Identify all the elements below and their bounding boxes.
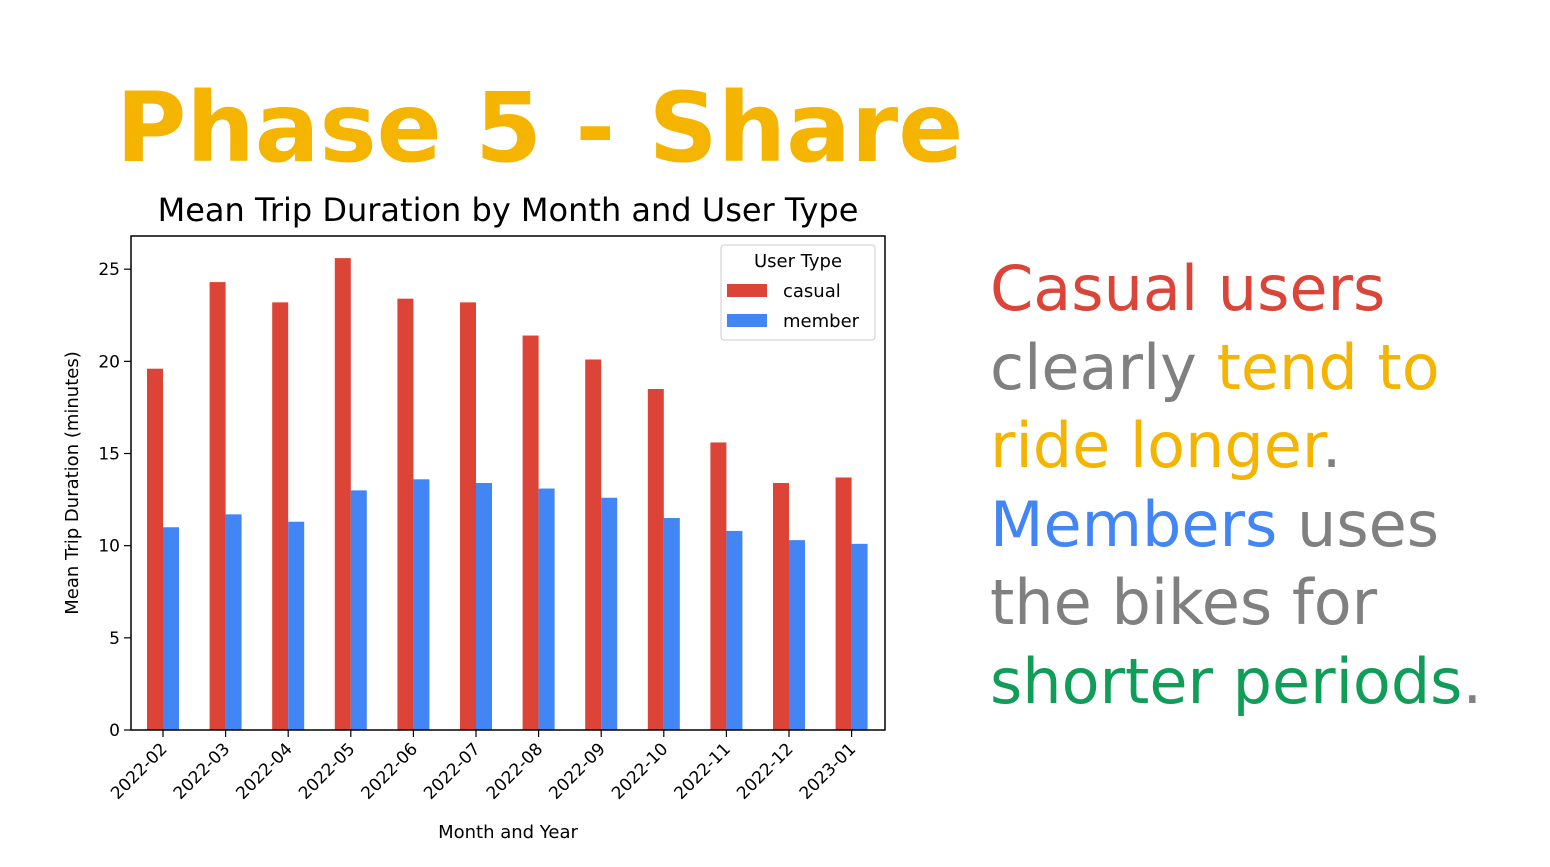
y-tick-label: 5 (109, 629, 120, 649)
x-tick-label: 2022-03 (170, 739, 234, 803)
x-tick-label: 2022-11 (671, 739, 735, 803)
legend-title: User Type (754, 251, 842, 272)
y-tick-label: 15 (98, 445, 120, 465)
bar-member-2022-10 (663, 518, 680, 730)
chart-title: Mean Trip Duration by Month and User Typ… (158, 191, 859, 229)
bar-casual-2022-09 (585, 359, 602, 730)
bar-casual-2022-10 (647, 388, 664, 730)
slide-title: Phase 5 - Share (116, 72, 964, 184)
bar-chart: Mean Trip Duration by Month and User Typ… (62, 191, 886, 843)
x-tick-label: 2022-12 (733, 739, 797, 803)
summary-segment: tend to ride longer (990, 330, 1440, 483)
x-tick-label: 2022-04 (232, 739, 296, 803)
bar-casual-2022-12 (773, 483, 789, 730)
bar-casual-2022-08 (522, 335, 539, 730)
bar-member-2022-05 (350, 490, 367, 730)
legend-swatch-member (727, 314, 767, 327)
bar-member-2022-09 (601, 497, 618, 730)
x-tick-label: 2022-07 (420, 739, 484, 803)
plot-frame (130, 235, 886, 731)
bar-casual-2022-02 (147, 368, 163, 730)
x-tick-label: 2022-06 (358, 739, 422, 803)
legend-swatch-casual (727, 284, 767, 297)
summary-segment: Members (990, 487, 1278, 561)
bar-member-2022-11 (726, 530, 743, 730)
summary-text: Casual users clearly tend to ride longer… (990, 250, 1530, 721)
x-tick-label: 2023-01 (796, 739, 860, 803)
x-tick-label: 2022-10 (608, 739, 672, 803)
summary-segment: . (1462, 644, 1483, 718)
summary-segment: uses the bikes for (990, 487, 1440, 640)
bar-casual-2022-07 (460, 302, 476, 730)
y-tick-label: 10 (98, 537, 120, 557)
bar-member-2022-07 (476, 483, 492, 730)
summary-segment: shorter periods (990, 644, 1463, 718)
bar-casual-2022-11 (710, 442, 727, 730)
bar-member-2022-06 (413, 479, 430, 730)
summary-segment: . (1321, 409, 1342, 482)
summary-segment: clearly (990, 330, 1217, 404)
x-tick-label: 2022-02 (107, 739, 171, 803)
y-tick-label: 0 (109, 721, 120, 741)
x-tick-label: 2022-05 (295, 739, 359, 803)
bar-member-2022-12 (789, 540, 805, 730)
bar-member-2022-03 (225, 514, 242, 730)
y-tick-label: 20 (98, 352, 120, 372)
bar-casual-2022-05 (334, 258, 351, 730)
legend-label-casual: casual (783, 281, 841, 302)
legend: User Type casual member (720, 244, 876, 341)
y-axis-label: Mean Trip Duration (minutes) (62, 351, 83, 614)
bar-member-2022-04 (288, 521, 305, 730)
bar-casual-2022-03 (209, 282, 226, 730)
x-tick-label: 2022-08 (483, 739, 547, 803)
bar-member-2022-02 (163, 527, 179, 730)
y-tick-label: 25 (98, 260, 120, 280)
bar-casual-2023-01 (835, 477, 852, 730)
legend-label-member: member (783, 311, 860, 332)
x-tick-label: 2022-09 (545, 739, 609, 803)
bar-member-2022-08 (538, 488, 555, 730)
bar-casual-2022-04 (272, 302, 289, 730)
bar-casual-2022-06 (397, 298, 414, 730)
summary-segment: Casual users (990, 252, 1386, 325)
bar-member-2023-01 (851, 543, 868, 730)
x-axis-label: Month and Year (438, 822, 578, 843)
